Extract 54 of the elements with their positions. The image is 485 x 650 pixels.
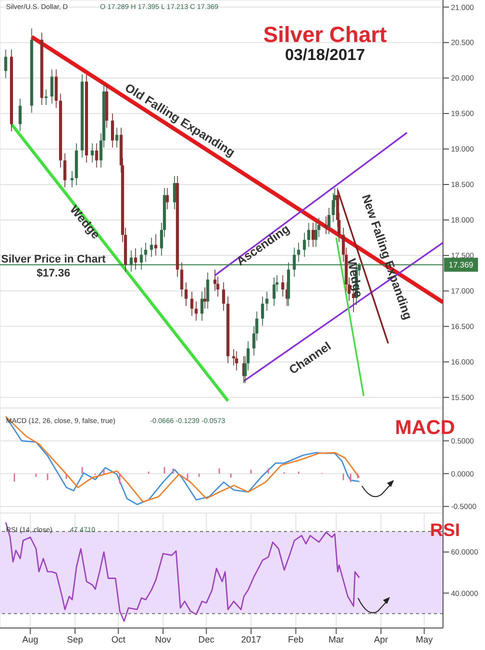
candlestick [261,296,264,326]
candlestick [281,274,284,297]
candlestick [18,98,22,132]
candlestick [134,248,138,270]
candlestick [307,222,310,248]
candlestick [95,142,98,168]
x-tick-label: Oct [111,634,126,644]
candlestick [190,291,194,316]
candlestick [222,282,226,312]
candlestick [312,222,315,248]
text: 03/18/2017 [284,47,366,64]
candlestick [70,170,74,188]
candlestick [173,176,176,210]
candlestick [292,247,296,278]
candlestick [327,208,330,235]
candlestick [144,242,148,262]
line-series [5,522,360,622]
candlestick [50,69,54,104]
candlestick [140,247,143,270]
candlestick [324,216,328,235]
candlestick [166,188,169,210]
annotation: Silver Price in Chart $17.36 [1,253,106,280]
candlestick [184,282,188,306]
candlestick [110,113,114,148]
candlestick [206,272,210,310]
candlestick [297,242,300,262]
candlestick [4,49,8,78]
text: Silver Chart [263,22,387,47]
candlestick [314,222,318,248]
candlestick [154,234,158,256]
candlestick [265,291,268,312]
candlestick [130,250,133,272]
x-tick-label: Feb [288,634,304,644]
candlestick [235,350,238,371]
candlestick [180,262,184,297]
candlestick [115,127,118,148]
candlestick [200,291,204,322]
x-tick-label: Apr [374,634,388,644]
x-tick-label: Mar [328,634,344,644]
annotation: Wedge [344,257,366,299]
x-tick-label: 2017 [241,634,262,644]
x-tick-label: Sep [67,634,84,644]
candlestick [272,277,276,306]
x-tick-label: May [416,634,434,644]
x-tick-label: Nov [155,634,172,644]
candlestick [44,89,48,106]
candlestick [194,301,198,322]
ref-line-label: 17.369 [448,260,474,270]
candlestick [302,232,306,258]
candlestick [63,152,66,188]
x-tick-label: Aug [22,634,38,644]
candlestick [90,142,94,163]
x-tick-label: Dec [198,634,215,644]
candlestick [150,237,153,258]
